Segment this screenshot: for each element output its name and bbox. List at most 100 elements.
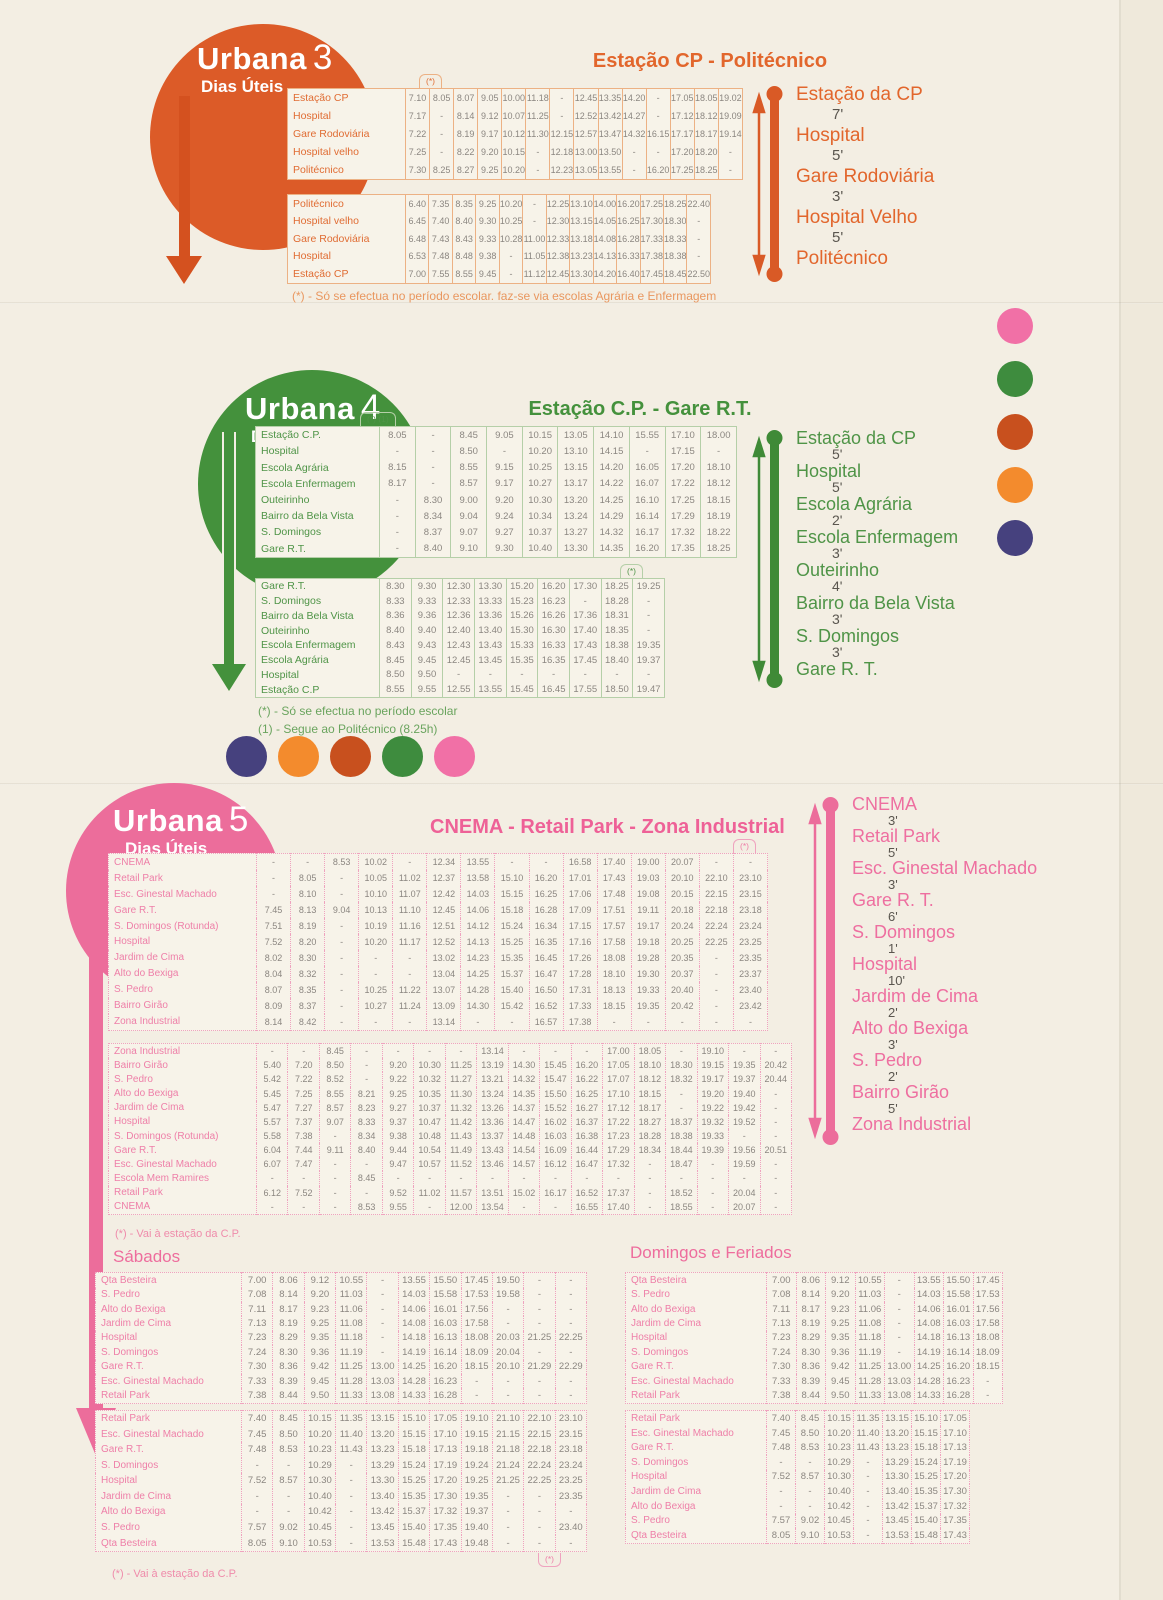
route-stop-name: Estação da CP: [796, 84, 923, 105]
time-cell: 13.42: [597, 107, 623, 126]
stop-label: Jardim de Cima: [101, 1318, 172, 1330]
time-cell: 8.37: [290, 997, 325, 1014]
timetable-row: Politécnico 7.30 8.25 8.27 9.25 10.20-12.23 13…: [288, 160, 743, 180]
timetable-row: Outeirinho 8.40 9.40 12.40 13.40 15.30 16.30 17…: [256, 623, 665, 638]
time-cell: -: [255, 886, 291, 903]
time-cell: 21.24: [491, 1457, 524, 1474]
time-cell: 11.40: [853, 1425, 883, 1441]
time-cell: 16.01: [429, 1301, 462, 1317]
time-cell: 8.40: [379, 623, 412, 638]
time-cell: 16.45: [528, 949, 564, 966]
time-cell: 11.19: [854, 1345, 885, 1360]
time-cell: 12.57: [573, 125, 598, 143]
time-cell: 9.25: [381, 1086, 414, 1101]
time-cell: 18.44: [665, 1143, 698, 1158]
time-cell: 19.17: [630, 918, 666, 934]
time-cell: 17.25: [669, 160, 695, 180]
time-cell: 10.20: [358, 933, 393, 950]
time-cell: 15.02: [507, 1185, 540, 1200]
time-cell: 17.15: [664, 443, 701, 460]
time-cell: 10.42: [824, 1498, 854, 1514]
time-cell: -: [853, 1528, 883, 1544]
time-cell: -: [491, 1519, 524, 1536]
time-cell: -: [335, 1519, 367, 1536]
time-cell: 20.07: [728, 1199, 760, 1215]
time-cell: 21.15: [491, 1426, 524, 1443]
time-cell: 14.20: [621, 88, 647, 108]
time-cell: 23.40: [554, 1519, 587, 1536]
timetable-row: Hospital 8.50 9.50- - - - - - -: [256, 667, 665, 683]
time-cell: 5.42: [255, 1072, 288, 1087]
time-cell: -: [379, 491, 416, 509]
stop-label: Bairro da Bela Vista: [261, 609, 354, 622]
time-cell: 17.33: [639, 230, 664, 248]
time-cell: -: [240, 1488, 273, 1505]
time-cell: 19.59: [728, 1157, 760, 1172]
time-cell: 19.15: [696, 1058, 729, 1073]
stop-label: Hospital: [101, 1332, 138, 1344]
time-cell: 14.03: [397, 1287, 430, 1302]
stop-label: Zona Industrial: [114, 1045, 181, 1057]
time-cell: 9.50: [410, 667, 443, 683]
stop-label: Gare R.T.: [114, 904, 157, 916]
time-cell: 17.09: [562, 902, 598, 919]
time-cell: 7.08: [240, 1287, 273, 1302]
time-cell: 15.24: [911, 1455, 941, 1470]
time-cell: -: [366, 1330, 399, 1346]
time-cell: 13.10: [569, 194, 594, 213]
time-cell: 16.17: [539, 1185, 572, 1200]
time-cell: 17.53: [460, 1287, 493, 1302]
time-cell: 9.02: [272, 1519, 305, 1536]
stop-label: S. Domingos: [101, 1346, 159, 1358]
time-cell: 18.15: [972, 1359, 1003, 1374]
stop-label: Gare R.T.: [101, 1361, 144, 1373]
time-cell: 13.30: [557, 540, 594, 558]
timetable-row: Hospital 5.57 7.37 9.07 8.33 9.37 10.47 11.42 13…: [109, 1114, 792, 1129]
route-stop-name: Estação da CP: [796, 428, 917, 448]
time-cell: -: [324, 965, 359, 982]
time-cell: 13.23: [882, 1440, 912, 1456]
time-cell: 18.31: [600, 608, 633, 624]
stop-label: Outeirinho: [261, 494, 310, 507]
time-cell: 7.57: [766, 1513, 796, 1529]
time-cell: 6.40: [404, 194, 429, 213]
time-cell: -: [766, 1484, 796, 1499]
time-cell: -: [429, 125, 454, 143]
time-cell: 12.45: [442, 652, 475, 668]
timetable-row: Gare R.T. 7.30 8.36 9.42 11.25 13.00 14.25 16.2…: [96, 1359, 587, 1374]
time-cell: 16.05: [628, 459, 665, 476]
time-cell: -: [335, 1473, 367, 1489]
time-cell: 17.10: [664, 426, 701, 444]
time-cell: 7.52: [287, 1185, 320, 1200]
time-cell: 11.02: [413, 1185, 446, 1200]
time-cell: 20.10: [491, 1359, 524, 1374]
time-cell: -: [554, 1316, 587, 1331]
time-cell: 8.04: [255, 965, 291, 982]
timetable-row: S. Domingos -8.37 9.07 9.27 10.37 13.27 14.32 1…: [256, 524, 737, 541]
stop-label: Hospital velho: [293, 215, 359, 228]
time-cell: 8.05: [240, 1535, 273, 1552]
time-cell: 16.50: [528, 981, 564, 998]
time-cell: 13.15: [366, 1410, 399, 1427]
time-cell: 10.20: [303, 1426, 336, 1443]
time-cell: -: [413, 1043, 446, 1059]
time-cell: 13.02: [426, 949, 461, 966]
time-cell: -: [444, 1043, 477, 1059]
time-cell: 17.43: [940, 1528, 970, 1544]
time-cell: 16.20: [429, 1359, 462, 1374]
time-cell: 20.25: [664, 933, 700, 950]
time-cell: 13.30: [882, 1469, 912, 1485]
time-cell: -: [628, 443, 665, 460]
time-cell: 15.50: [539, 1086, 572, 1101]
time-cell: 20.07: [664, 853, 700, 871]
time-cell: 11.07: [392, 886, 427, 903]
time-cell: -: [632, 623, 665, 638]
time-cell: 11.18: [335, 1330, 367, 1346]
time-cell: 17.19: [940, 1455, 970, 1470]
time-cell: -: [358, 965, 393, 982]
time-cell: 9.25: [303, 1316, 336, 1331]
time-cell: 17.10: [602, 1086, 635, 1101]
route-stop-name: Hospital: [796, 461, 862, 481]
time-cell: 10.27: [358, 997, 393, 1014]
time-cell: 11.30: [444, 1086, 477, 1101]
